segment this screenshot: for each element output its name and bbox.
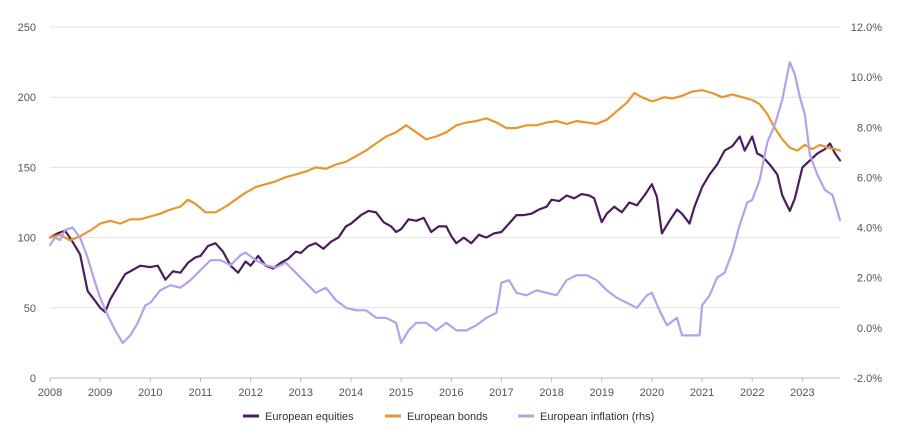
x-tick-label: 2022 [740,387,764,399]
x-tick-label: 2014 [339,387,363,399]
x-tick-label: 2017 [489,387,513,399]
x-tick-label: 2018 [539,387,563,399]
x-tick-label: 2011 [189,387,213,399]
legend-label: European equities [265,411,354,423]
legend-label: European inflation (rhs) [540,411,654,423]
y-left-tick-label: 100 [18,233,36,245]
y-left-tick-label: 200 [18,92,36,104]
y-right-tick-label: 2.0% [857,273,882,285]
x-tick-label: 2016 [439,387,463,399]
y-right-tick-label: -2.0% [853,373,882,385]
y-right-tick-label: 10.0% [851,72,882,84]
series-line-european-inflation-rhs [48,61,842,344]
y-left-tick-label: 0 [30,373,36,385]
x-tick-label: 2010 [138,387,162,399]
x-tick-label: 2023 [790,387,814,399]
x-tick-label: 2019 [590,387,614,399]
y-left-tick-label: 150 [18,162,36,174]
y-right-tick-label: 6.0% [857,172,882,184]
legend: European equities European bonds European … [243,411,654,423]
y-left-tick-label: 50 [24,303,36,315]
x-tick-label: 2015 [389,387,413,399]
y-right-tick-label: 12.0% [851,22,882,34]
x-tick-label: 2008 [38,387,62,399]
y-right-tick-label: 0.0% [857,323,882,335]
x-tick-label: 2013 [289,387,313,399]
left-axis-labels: 0 50 100 150 200 250 [18,22,36,385]
x-tick-label: 2021 [690,387,714,399]
y-right-tick-label: 4.0% [857,223,882,235]
grid-lines [50,26,840,309]
x-axis-labels: 2008 2009 2010 2011 2012 2013 2014 2015 2016 2017… [38,378,815,399]
right-axis-labels: -2.0% 0.0% 2.0% 4.0% 6.0% 8.0% 10.0% 12.0% [851,22,882,385]
y-left-tick-label: 250 [18,22,36,34]
series-lines [48,61,842,344]
x-tick-label: 2020 [640,387,664,399]
x-tick-label: 2012 [238,387,262,399]
y-right-tick-label: 8.0% [857,122,882,134]
series-line-european-bonds [48,89,842,242]
series-line-european-equities [48,135,842,314]
legend-label: European bonds [407,411,488,423]
x-tick-label: 2009 [88,387,112,399]
